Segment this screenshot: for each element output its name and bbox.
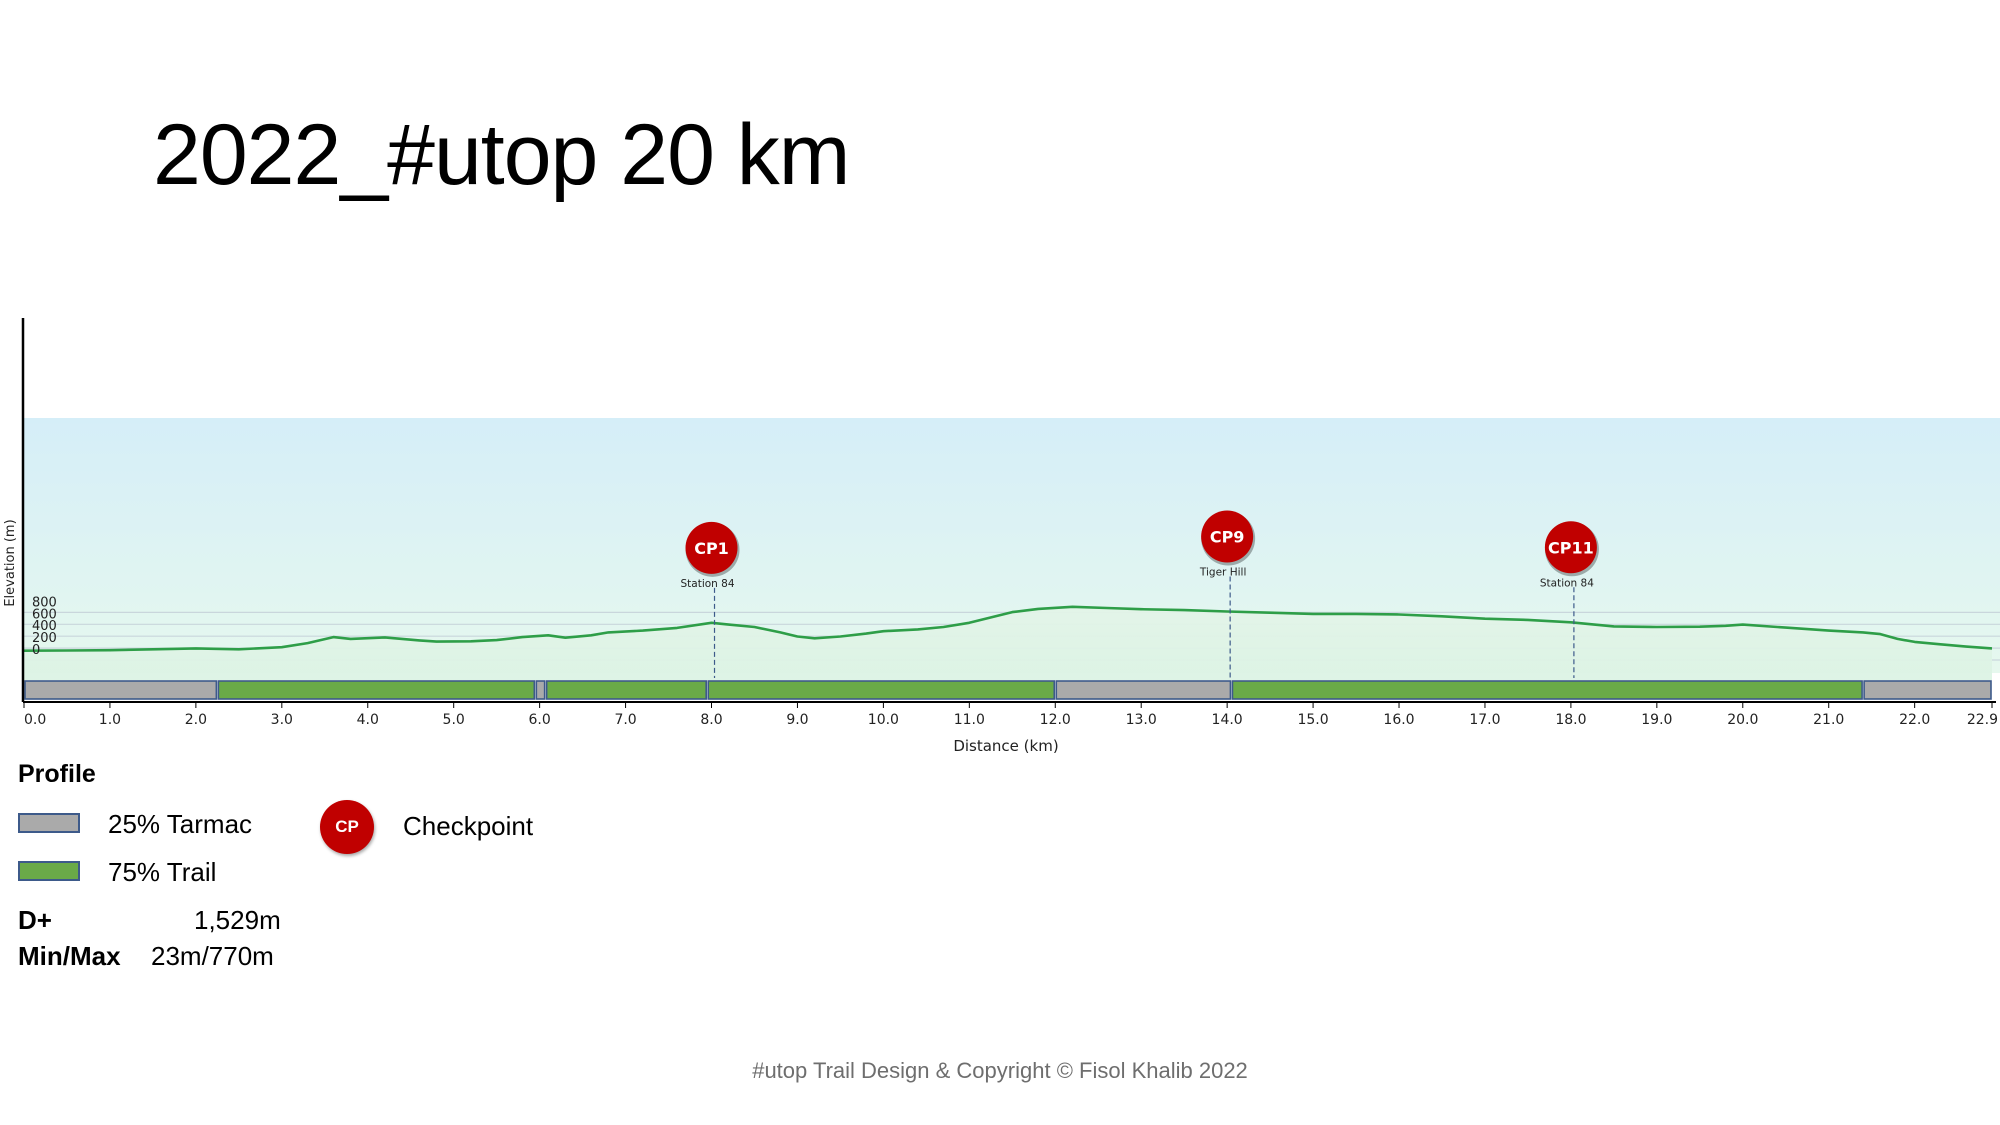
surface-segment-trail — [217, 680, 536, 700]
y-axis-label: Elevation (m) — [3, 519, 18, 606]
x-tick-label: 22.0 — [1899, 712, 1930, 728]
y-tick-label: 600 — [32, 607, 57, 622]
x-tick-label: 18.0 — [1555, 712, 1586, 728]
x-tick-label: 9.0 — [786, 712, 808, 728]
trail-swatch — [18, 861, 80, 881]
x-axis-label: Distance (km) — [953, 737, 1058, 755]
x-tick-label: 17.0 — [1469, 712, 1500, 728]
surface-segment-trail — [545, 680, 708, 700]
x-tick-label: 2.0 — [185, 712, 207, 728]
x-tick-label: 1.0 — [99, 712, 121, 728]
trail-label: 75% Trail — [108, 857, 217, 887]
checkpoint-label: CP11 — [1548, 538, 1594, 557]
x-tick-label: 5.0 — [443, 712, 465, 728]
tarmac-swatch — [18, 813, 80, 833]
checkpoint-label: CP9 — [1210, 528, 1245, 547]
x-tick-label: 4.0 — [357, 712, 379, 728]
checkpoint-circle — [685, 521, 738, 574]
elevation-area — [24, 606, 1992, 680]
y-tick-label: 0 — [32, 643, 40, 658]
checkpoint-name: Tiger Hill — [1199, 567, 1246, 579]
checkpoint-name: Station 84 — [680, 578, 734, 590]
surface-segment-trail — [707, 680, 1056, 700]
tarmac-label: 25% Tarmac — [108, 809, 253, 839]
dplus-value: 1,529m — [194, 905, 281, 935]
x-tick-label: 10.0 — [868, 712, 899, 728]
x-tick-label: 13.0 — [1126, 712, 1157, 728]
x-tick-label: 11.0 — [954, 712, 985, 728]
x-tick-label: 7.0 — [614, 712, 636, 728]
minmax-key: Min/Max — [18, 941, 121, 971]
x-tick-label: 8.0 — [700, 712, 722, 728]
x-tick-label: 20.0 — [1727, 712, 1758, 728]
surface-segment-tarmac — [24, 680, 218, 700]
elevation-profile-chart: CP1 Station 84 CP9 Tiger Hill CP11 Station 84… — [3, 318, 2000, 755]
surface-segment-tarmac — [1863, 680, 1992, 700]
copyright-footer: #utop Trail Design & Copyright © Fisol K… — [752, 1058, 1248, 1083]
surface-segment-trail — [1231, 680, 1863, 700]
page-title: 2022_#utop 20 km — [153, 107, 850, 203]
x-tick-label: 3.0 — [271, 712, 293, 728]
checkpoint-legend-icon: CP — [320, 800, 374, 854]
surface-segment-tarmac — [1055, 680, 1232, 700]
x-tick-label: 22.9 — [1967, 712, 1998, 728]
minmax-value: 23m/770m — [151, 941, 274, 971]
checkpoint-marker-cp1: CP1 Station 84 — [680, 521, 740, 678]
dplus-key: D+ — [18, 905, 52, 935]
x-tick-label: 16.0 — [1383, 712, 1414, 728]
checkpoint-marker-cp11: CP11 Station 84 — [1540, 521, 1599, 678]
y-tick-label: 800 — [32, 595, 57, 610]
x-tick-label: 21.0 — [1813, 712, 1844, 728]
x-tick-label: 0.0 — [24, 712, 46, 728]
checkpoint-circle — [1544, 521, 1597, 574]
x-tick-label: 14.0 — [1212, 712, 1243, 728]
checkpoint-label: Checkpoint — [403, 811, 534, 841]
checkpoint-marker-cp9: CP9 Tiger Hill — [1199, 510, 1256, 678]
x-tick-label: 6.0 — [529, 712, 551, 728]
checkpoint-name: Station 84 — [1540, 577, 1594, 589]
surface-segment-tarmac — [535, 680, 546, 700]
x-tick-label: 12.0 — [1040, 712, 1071, 728]
legend-heading: Profile — [18, 760, 96, 788]
y-tick-label: 400 — [32, 619, 57, 634]
elevation-line — [23, 605, 1993, 652]
checkpoint-circle — [1201, 510, 1254, 563]
checkpoint-label: CP1 — [694, 539, 729, 558]
x-tick-label: 15.0 — [1297, 712, 1328, 728]
x-tick-label: 19.0 — [1641, 712, 1672, 728]
y-tick-label: 200 — [32, 631, 57, 646]
